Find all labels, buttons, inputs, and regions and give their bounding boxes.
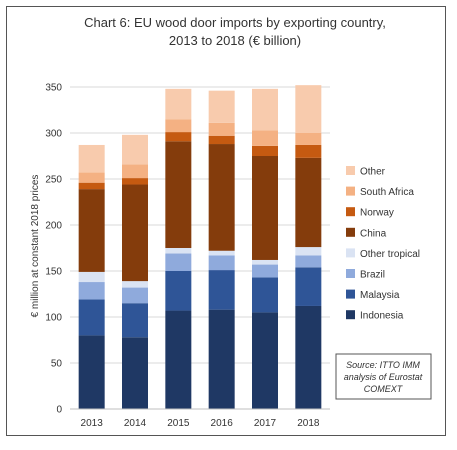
bar-south-africa-2015 xyxy=(165,119,192,133)
bar-norway-2018 xyxy=(295,144,322,158)
legend-swatch-south-africa xyxy=(346,186,355,196)
bar-other-2015 xyxy=(165,88,192,120)
legend-swatch-other-tropical xyxy=(346,248,355,258)
bar-malaysia-2014 xyxy=(122,303,148,338)
bar-china-2017 xyxy=(252,156,278,260)
bar-south-africa-2016 xyxy=(208,122,235,136)
bar-norway-2016 xyxy=(208,135,235,145)
bar-indonesia-2014 xyxy=(122,337,148,409)
legend-swatch-china xyxy=(346,227,355,237)
x-tick-label: 2016 xyxy=(211,418,234,429)
x-tick-label: 2013 xyxy=(81,418,104,429)
bar-other-2017 xyxy=(252,88,278,131)
x-axis-ticks: 2013 2014 2015 2016 2017 2018 xyxy=(81,418,320,429)
bar-indonesia-2017 xyxy=(252,312,278,409)
chart-title-line1: Chart 6: EU wood door imports by exporti… xyxy=(84,15,386,30)
bar-indonesia-2016 xyxy=(208,309,235,409)
bar-other-2013 xyxy=(78,144,105,173)
bar-south-africa-2017 xyxy=(252,130,278,146)
bar-malaysia-2018 xyxy=(295,267,322,306)
legend-swatch-brazil xyxy=(346,269,355,278)
bar-brazil-2015 xyxy=(165,253,192,271)
y-tick-label: 100 xyxy=(45,313,62,324)
bar-china-2016 xyxy=(208,144,235,251)
x-tick-label: 2018 xyxy=(297,418,320,429)
bar-other-2014 xyxy=(122,134,148,165)
bar-indonesia-2013 xyxy=(78,335,105,409)
bar-other-tropical-2013 xyxy=(78,271,105,283)
y-tick-label: 50 xyxy=(51,359,63,370)
bar-other-tropical-2014 xyxy=(122,281,148,288)
source-box-border xyxy=(335,353,432,400)
bar-other-tropical-2017 xyxy=(252,259,278,265)
y-tick-label: 350 xyxy=(45,83,62,94)
bar-south-africa-2013 xyxy=(78,172,105,183)
bar-china-2018 xyxy=(295,157,322,248)
bar-other-tropical-2015 xyxy=(165,248,192,254)
bar-norway-2015 xyxy=(165,132,192,142)
source-line-2: analysis of Eurostat xyxy=(344,372,423,382)
legend-label: Indonesia xyxy=(360,311,404,322)
bar-brazil-2016 xyxy=(208,255,235,271)
bar-malaysia-2017 xyxy=(252,277,278,313)
bar-indonesia-2018 xyxy=(295,305,322,409)
source-line-1: Source: ITTO IMM xyxy=(346,360,420,370)
y-tick-label: 0 xyxy=(56,405,62,416)
legend-label: Malaysia xyxy=(360,290,400,301)
bar-malaysia-2016 xyxy=(208,270,235,310)
legend-label: China xyxy=(360,228,387,239)
legend-swatch-indonesia xyxy=(346,310,355,320)
legend-swatch-malaysia xyxy=(346,289,355,299)
bar-china-2015 xyxy=(165,141,192,248)
bar-indonesia-2015 xyxy=(165,310,192,409)
bar-other-2016 xyxy=(208,90,235,123)
bar-south-africa-2014 xyxy=(122,164,148,179)
legend-swatch-other xyxy=(346,166,355,175)
legend-label: Other tropical xyxy=(360,249,420,260)
chart-title-line2: 2013 to 2018 (€ billion) xyxy=(169,33,301,48)
bar-china-2013 xyxy=(78,189,105,272)
bar-brazil-2017 xyxy=(252,264,278,278)
legend: Other South Africa Norway China Other tropic… xyxy=(346,166,420,322)
y-axis-ticks: 0 50 100 150 200 250 300 350 xyxy=(45,83,62,416)
bar-brazil-2018 xyxy=(295,255,322,268)
bar-china-2014 xyxy=(122,184,148,282)
legend-label: Other xyxy=(360,167,386,178)
bar-norway-2017 xyxy=(252,145,278,156)
y-tick-label: 300 xyxy=(45,129,62,140)
bar-other-tropical-2016 xyxy=(208,250,235,256)
bar-other-2018 xyxy=(295,85,322,133)
x-tick-label: 2017 xyxy=(254,418,277,429)
bar-norway-2013 xyxy=(78,182,105,190)
y-tick-label: 200 xyxy=(45,221,62,232)
bar-malaysia-2015 xyxy=(165,271,192,311)
bar-other-tropical-2018 xyxy=(295,247,322,256)
bar-malaysia-2013 xyxy=(78,299,105,336)
y-axis-label: € million at constant 2018 prices xyxy=(30,175,41,318)
y-tick-label: 150 xyxy=(45,267,62,278)
legend-swatch-norway xyxy=(346,207,355,217)
source-line-3: COMEXT xyxy=(364,384,404,394)
bar-norway-2014 xyxy=(122,178,148,185)
legend-label: Norway xyxy=(360,208,394,219)
y-tick-label: 250 xyxy=(45,175,62,186)
bar-brazil-2014 xyxy=(122,287,148,304)
x-tick-label: 2014 xyxy=(124,418,147,429)
x-tick-label: 2015 xyxy=(167,418,190,429)
bar-brazil-2013 xyxy=(78,282,105,300)
source-box: Source: ITTO IMM analysis of Eurostat CO… xyxy=(335,353,432,400)
gridlines xyxy=(70,86,330,410)
bars xyxy=(78,85,322,409)
bar-south-africa-2018 xyxy=(295,133,322,145)
legend-label: Brazil xyxy=(360,270,385,281)
legend-label: South Africa xyxy=(360,187,414,198)
